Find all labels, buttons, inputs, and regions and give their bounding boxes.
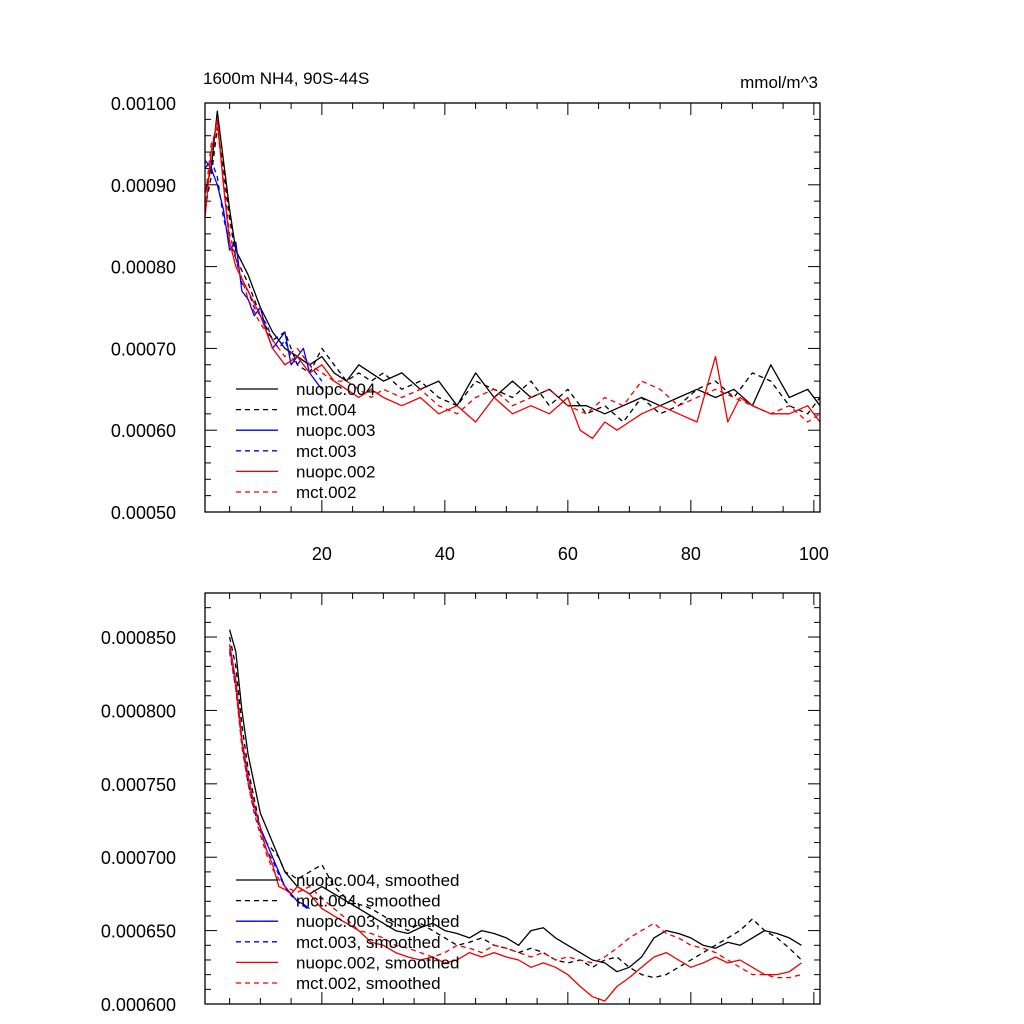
top-plot-frame (204, 102, 821, 513)
y-tick-label: 0.000600 (101, 995, 176, 1015)
y-tick-label: 0.000650 (101, 922, 176, 942)
y-tick-label: 0.00050 (111, 503, 176, 523)
bottom-series (228, 629, 802, 1002)
chart-units: mmol/m^3 (740, 73, 818, 92)
y-tick-label: 0.000850 (101, 628, 176, 648)
legend-label: mct.002, smoothed (296, 974, 441, 993)
top-series (204, 110, 821, 440)
x-tick-label: 100 (799, 544, 829, 564)
legend-label: mct.003 (296, 442, 356, 461)
top-ticks (205, 102, 820, 513)
series-line-mct-002 (204, 126, 821, 423)
legend-label: nuopc.002 (296, 462, 375, 481)
legend-label: mct.002 (296, 483, 356, 502)
y-tick-label: 0.000750 (101, 775, 176, 795)
y-tick-label: 0.000700 (101, 848, 176, 868)
series-line-mct-003-smoothed (228, 651, 310, 911)
x-tick-label: 80 (681, 544, 701, 564)
series-line-nuopc-003-smoothed (228, 644, 310, 910)
series-line-nuopc-002-smoothed (228, 644, 802, 1002)
y-tick-label: 0.00100 (111, 94, 176, 114)
y-tick-label: 0.00090 (111, 176, 176, 196)
y-tick-label: 0.000800 (101, 701, 176, 721)
panel-top-nh4: 1600m NH4, 90S-44S mmol/m^3 0.000500.000… (111, 69, 829, 564)
series-line-mct-003 (204, 159, 323, 382)
legend-label: mct.004 (296, 401, 356, 420)
legend-label: nuopc.004, smoothed (296, 871, 460, 890)
chart-title: 1600m NH4, 90S-44S (203, 69, 369, 88)
series-line-nuopc-004-smoothed (228, 629, 802, 973)
x-tick-label: 60 (558, 544, 578, 564)
panel-bottom-nh4-smoothed: 0.000600 0.000650 0.000700 0.000750 0.000800… (101, 592, 821, 1015)
bottom-tick-labels: 0.000600 0.000650 0.000700 0.000750 0.000800… (101, 628, 176, 1015)
series-line-nuopc-002 (204, 118, 821, 440)
x-tick-label: 40 (435, 544, 455, 564)
legend-label: nuopc.004 (296, 380, 375, 399)
legend-label: nuopc.002, smoothed (296, 953, 460, 972)
legend-label: mct.003, smoothed (296, 933, 441, 952)
series-line-nuopc-004 (204, 110, 821, 415)
y-tick-label: 0.00070 (111, 339, 176, 359)
y-tick-label: 0.00080 (111, 258, 176, 278)
series-line-mct-004 (204, 126, 821, 423)
y-tick-label: 0.00060 (111, 421, 176, 441)
top-tick-labels: 0.00050 0.00060 0.00070 0.00080 0.00090 0.001… (111, 94, 829, 564)
series-line-mct-002-smoothed (228, 648, 802, 979)
legend-label: nuopc.003, smoothed (296, 912, 460, 931)
legend-label: nuopc.003 (296, 421, 375, 440)
bottom-plot-frame (204, 592, 821, 1005)
series-line-nuopc-003 (204, 159, 323, 390)
x-tick-label: 20 (312, 544, 332, 564)
legend-label: mct.004, smoothed (296, 892, 441, 911)
